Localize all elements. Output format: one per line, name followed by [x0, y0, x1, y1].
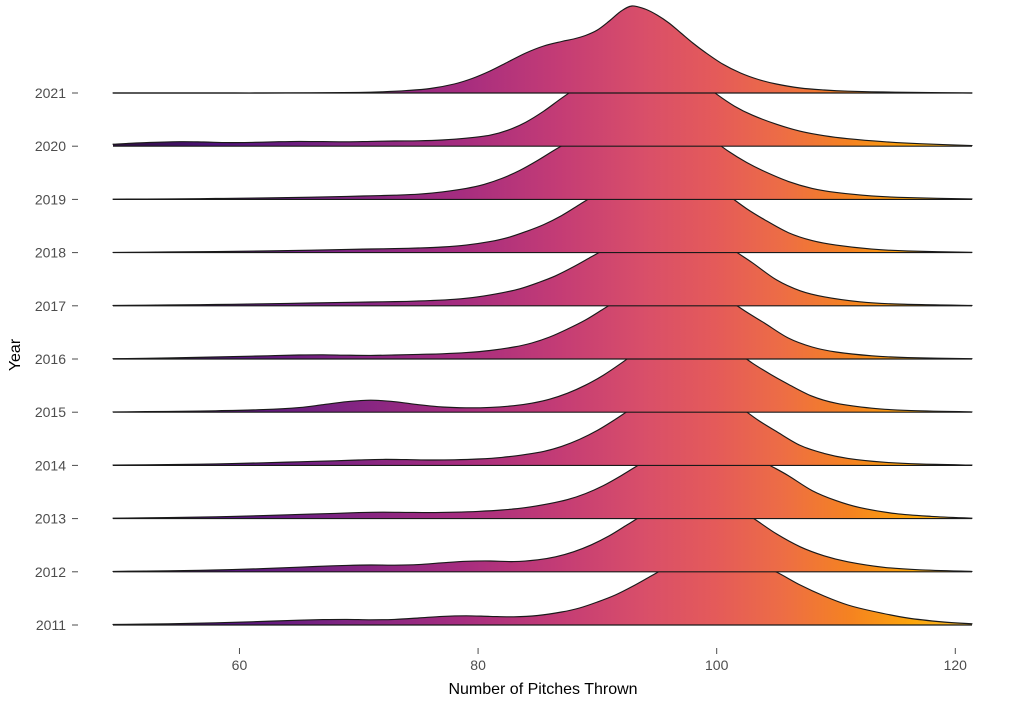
ridge-row-2014 — [112, 381, 973, 466]
x-tick-label-60: 60 — [232, 657, 248, 673]
ridge-outline-2018 — [112, 168, 973, 253]
y-tick-label-2020: 2020 — [35, 138, 66, 154]
ridge-row-2021 — [112, 5, 973, 94]
ridge-area-2017 — [113, 222, 972, 306]
y-tick-label-2014: 2014 — [35, 457, 66, 473]
ridge-area-2015 — [113, 325, 972, 413]
ridge-row-2017 — [112, 221, 973, 307]
ridge-area-2019 — [113, 117, 972, 200]
y-axis-group: 2021 2020 2019 2018 2017 2016 2015 2014 2013 2012… — [35, 85, 78, 633]
ridge-row-2012 — [112, 495, 973, 573]
ridge-outline-2020 — [112, 65, 973, 147]
ridges-group — [112, 5, 973, 626]
ridge-row-2020 — [112, 65, 973, 147]
x-tick-label-120: 120 — [944, 657, 968, 673]
ridge-outline-2011 — [112, 553, 973, 626]
ridge-outline-2017 — [112, 221, 973, 307]
ridge-row-2018 — [112, 168, 973, 254]
y-tick-label-2015: 2015 — [35, 404, 66, 420]
ridge-outline-2013 — [112, 439, 973, 519]
y-tick-label-2012: 2012 — [35, 564, 66, 580]
ridge-area-2016 — [113, 275, 972, 359]
x-tick-label-80: 80 — [470, 657, 486, 673]
ridge-area-2018 — [113, 169, 972, 253]
ridge-row-2015 — [112, 325, 973, 413]
ridge-outline-2012 — [112, 495, 973, 572]
y-tick-label-2016: 2016 — [35, 351, 66, 367]
y-tick-label-2019: 2019 — [35, 191, 66, 207]
ridge-area-2014 — [113, 382, 972, 466]
y-tick-label-2013: 2013 — [35, 511, 66, 527]
ridge-outline-2021 — [112, 5, 973, 94]
x-tick-label-100: 100 — [705, 657, 729, 673]
x-axis-title: Number of Pitches Thrown — [448, 681, 637, 698]
y-tick-label-2011: 2011 — [36, 617, 66, 633]
y-tick-label-2021: 2021 — [35, 85, 66, 101]
y-axis-title: Year — [7, 338, 24, 371]
ridge-outline-2016 — [112, 274, 973, 360]
ridge-area-2012 — [113, 495, 972, 572]
ridge-area-2021 — [113, 5, 972, 94]
x-axis-group: 60 80 100 120 — [232, 648, 968, 673]
ridge-row-2016 — [112, 274, 973, 360]
y-tick-label-2017: 2017 — [35, 298, 66, 314]
y-tick-label-2018: 2018 — [35, 245, 66, 261]
ridge-outline-2015 — [112, 325, 973, 413]
ridge-outline-2014 — [112, 381, 973, 466]
ridge-area-2020 — [113, 66, 972, 147]
